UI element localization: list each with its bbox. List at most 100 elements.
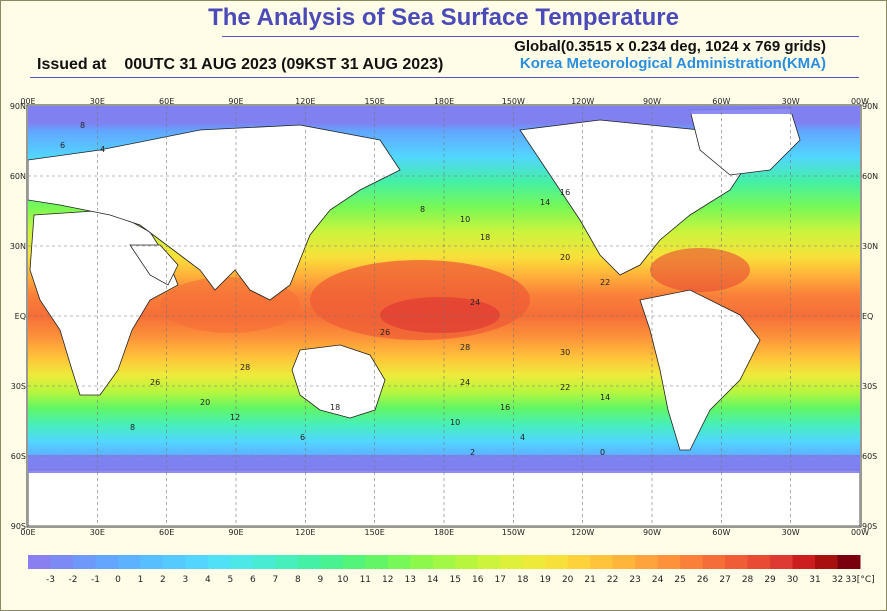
contour-label: 10 [460, 215, 470, 224]
sea-ice-north [28, 106, 860, 114]
colorbar-cells [28, 555, 861, 569]
contour-label: 2 [470, 448, 475, 457]
lat-label-right: 60N [862, 172, 878, 181]
contour-label: 16 [500, 403, 510, 412]
lon-label-bottom: 150W [502, 528, 525, 537]
colorbar-cell [207, 555, 231, 569]
lon-label-top: 60E [159, 97, 174, 106]
lat-label-left: EQ [15, 312, 26, 321]
arabia [129, 244, 179, 286]
eurasia [28, 124, 401, 301]
colorbar-label: 15 [450, 575, 461, 585]
contour-label: 14 [540, 198, 550, 207]
colorbar-cell [117, 555, 141, 569]
colorbar-label: 31 [809, 575, 820, 585]
colorbar-label: -3 [46, 575, 55, 585]
colorbar-cell [477, 555, 501, 569]
lon-labels-bottom: 00E 30E 60E 90E 120E 150E 180E 150W 120W 90W 60W 30… [20, 528, 869, 537]
colorbar-labels: -3 -2 -1 0 1 2 3 4 5 6 7 8 9 10 11 12 13 14 15 16 17 18 19 20 21… [46, 575, 875, 585]
colorbar-label: 17 [494, 575, 505, 585]
colorbar-cell [320, 555, 344, 569]
colorbar-cell [725, 555, 749, 569]
grid-info: Global(0.3515 x 0.234 deg, 1024 x 769 gr… [514, 38, 826, 55]
colorbar-label: 18 [517, 575, 529, 585]
lon-label-bottom: 30W [782, 528, 800, 537]
colorbar-label: 16 [472, 575, 484, 585]
lon-label-top: 30W [782, 97, 800, 106]
colorbar-cell [275, 555, 299, 569]
contour-label: 24 [470, 298, 480, 307]
colorbar-label: 5 [228, 575, 234, 585]
colorbar-label: 19 [539, 575, 551, 585]
colorbar-cell [815, 555, 839, 569]
colorbar-cell [50, 555, 74, 569]
contour-label: 14 [600, 393, 610, 402]
colorbar-cell [500, 555, 524, 569]
lon-label-bottom: 60E [159, 528, 174, 537]
contour-label: 26 [150, 378, 160, 387]
lon-labels-top: 00E 30E 60E 90E 120E 150E 180E 150W 120W 90W 60W 30… [20, 97, 869, 106]
colorbar-label: 0 [115, 575, 121, 585]
contour-label: 28 [240, 363, 250, 372]
colorbar-label: 6 [250, 575, 256, 585]
issued-label: Issued at [37, 56, 107, 73]
contour-label: 10 [450, 418, 460, 427]
colorbar-cell [387, 555, 411, 569]
colorbar-cell [410, 555, 434, 569]
lon-label-top: 180E [434, 97, 454, 106]
colorbar-cell [455, 555, 479, 569]
lat-label-left: 30N [10, 242, 26, 251]
colorbar-cell [590, 555, 614, 569]
colorbar-label: 11 [360, 575, 371, 585]
contour-label: 8 [420, 205, 425, 214]
colorbar-label: 21 [584, 575, 595, 585]
contour-label: 18 [480, 233, 490, 242]
lon-label-bottom: 90E [228, 528, 243, 537]
colorbar-cell [28, 555, 51, 569]
issued-value: 00UTC 31 AUG 2023 (09KST 31 AUG 2023) [124, 56, 444, 73]
colorbar-label: 22 [607, 575, 618, 585]
lat-label-right: 30N [862, 242, 878, 251]
colorbar-label: 27 [719, 575, 730, 585]
lon-label-top: 120W [571, 97, 594, 106]
warm-pool-caribbean [650, 248, 750, 292]
colorbar-cell [252, 555, 276, 569]
colorbar-cell [185, 555, 209, 569]
contour-label: 22 [600, 278, 610, 287]
colorbar-cell [162, 555, 186, 569]
title-divider [222, 36, 859, 37]
colorbar-label: 3 [183, 575, 189, 585]
colorbar-cell [567, 555, 591, 569]
colorbar-label: 10 [337, 575, 349, 585]
colorbar-cell [297, 555, 321, 569]
colorbar-label: 23 [629, 575, 640, 585]
contour-label: 26 [380, 328, 390, 337]
colorbar-label: 14 [427, 575, 439, 585]
lat-labels-right: 90N 60N 30N EQ 30S 60S 90S [862, 102, 878, 531]
colorbar-cell [522, 555, 546, 569]
lon-label-bottom: 120E [295, 528, 315, 537]
issued-at: Issued at 00UTC 31 AUG 2023 (09KST 31 AUG… [37, 56, 443, 74]
contour-label: 4 [100, 145, 105, 154]
contour-label: 30 [560, 348, 570, 357]
colorbar-label: 25 [674, 575, 685, 585]
colorbar-label: 4 [205, 575, 211, 585]
map-gridlines [28, 106, 860, 526]
lon-label-bottom: 30E [90, 528, 105, 537]
colorbar-cell [72, 555, 96, 569]
colorbar-cell [342, 555, 366, 569]
colorbar-cell [140, 555, 164, 569]
south-america [639, 289, 761, 451]
colorbar-cell [702, 555, 726, 569]
colorbar-cell [545, 555, 569, 569]
colorbar-cell [230, 555, 254, 569]
colorbar-cell [635, 555, 659, 569]
lat-label-left: 90S [11, 522, 26, 531]
colorbar-label: 30 [787, 575, 799, 585]
contour-label: 22 [560, 383, 570, 392]
contour-label: 16 [560, 188, 570, 197]
lat-label-right: 60S [862, 452, 877, 461]
lon-label-bottom: 00E [20, 528, 35, 537]
